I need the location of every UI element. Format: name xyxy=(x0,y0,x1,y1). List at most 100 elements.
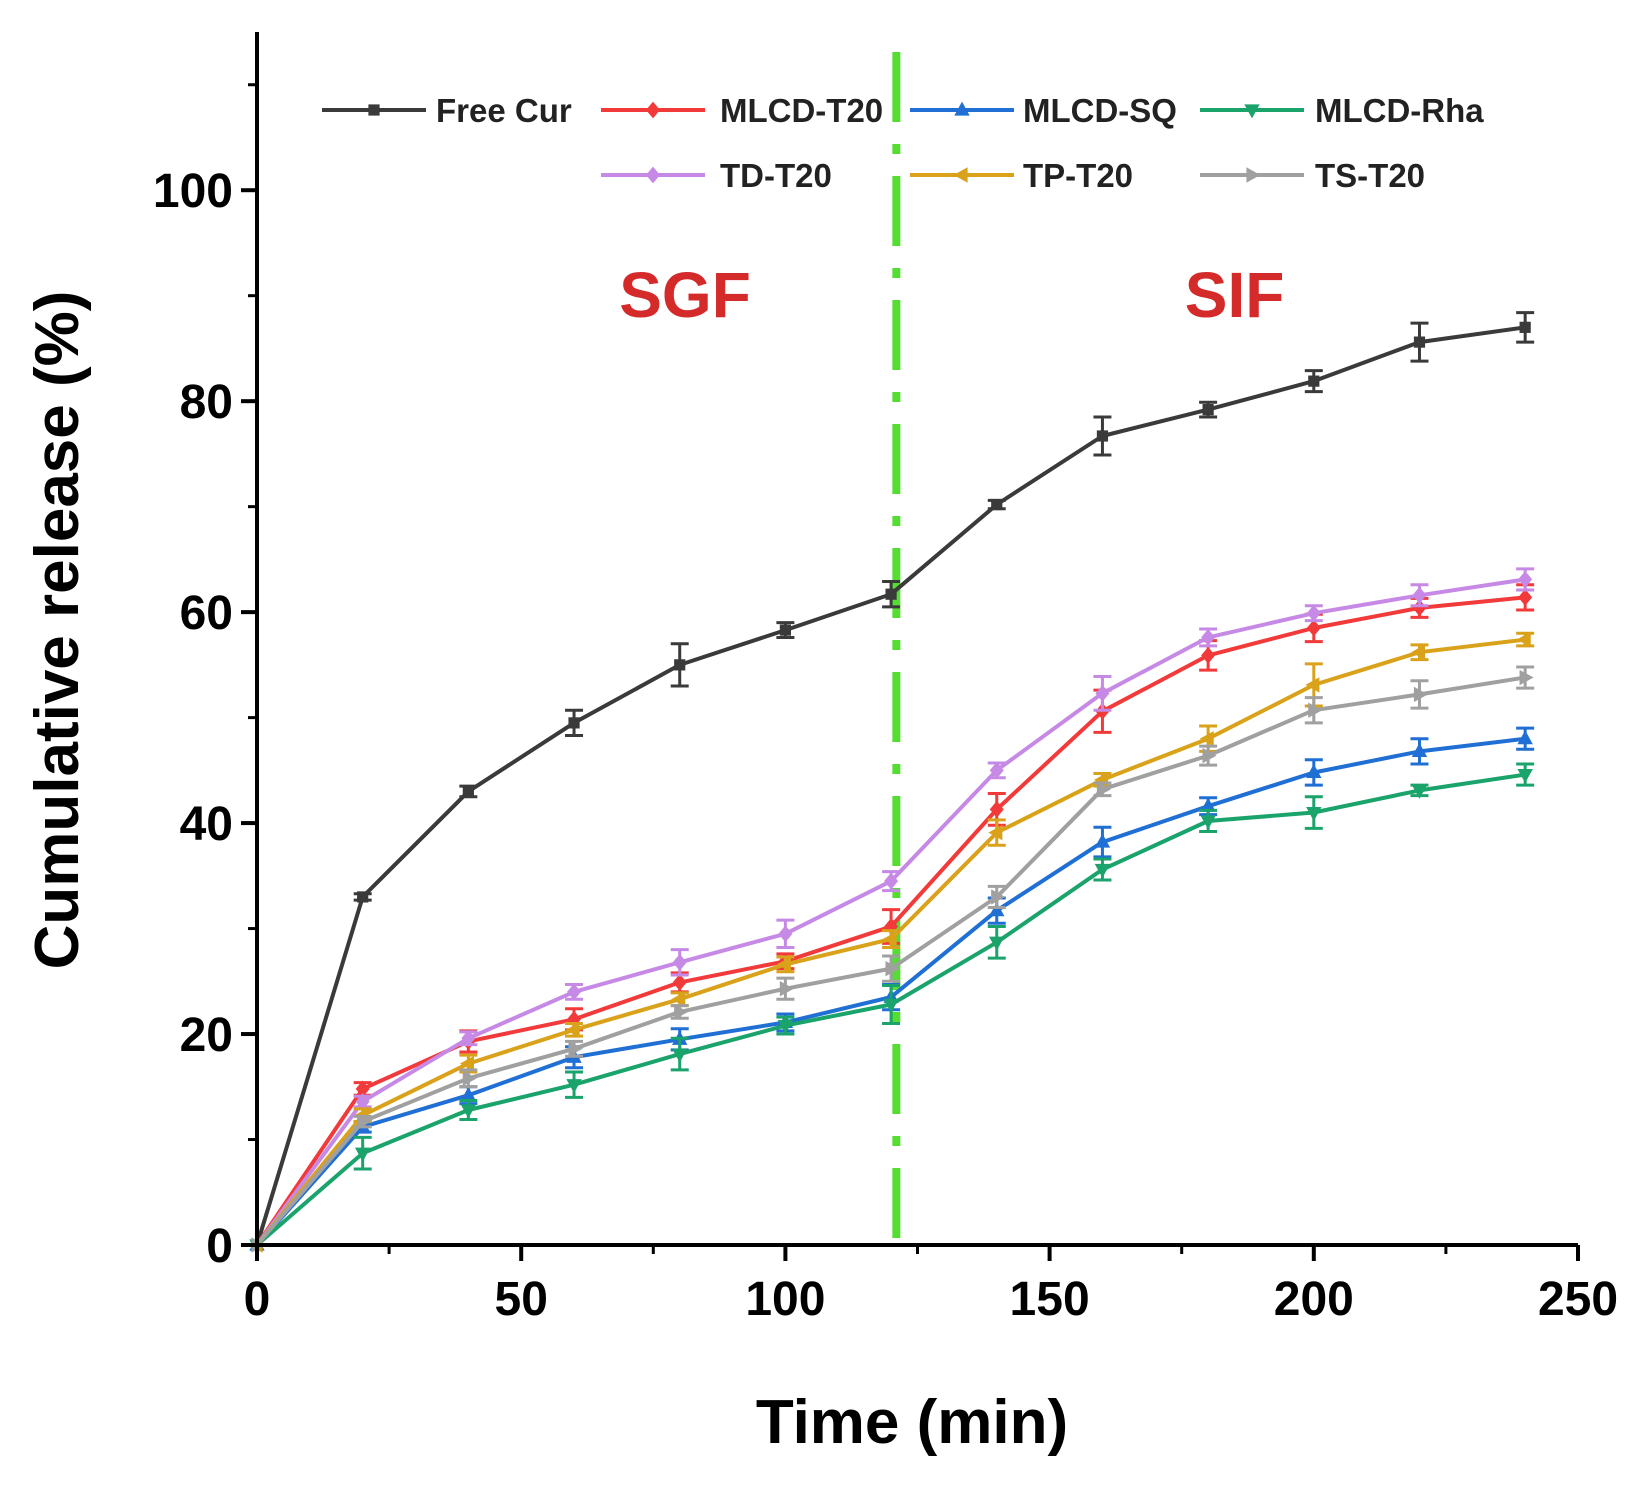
x-tick-label: 50 xyxy=(495,1273,548,1326)
legend-label: TD-T20 xyxy=(720,157,832,194)
data-point xyxy=(1412,586,1427,604)
data-point xyxy=(1516,631,1531,648)
data-point xyxy=(1094,833,1111,848)
legend-marker xyxy=(953,167,968,183)
legend-label: MLCD-SQ xyxy=(1023,92,1177,129)
annotation-sif: SIF xyxy=(1185,259,1285,331)
data-point xyxy=(1306,806,1322,821)
data-point xyxy=(1411,742,1428,757)
data-point xyxy=(1413,336,1426,348)
data-point xyxy=(357,1113,372,1130)
data-point xyxy=(462,1070,477,1087)
data-point xyxy=(354,1147,371,1162)
data-point xyxy=(777,1020,794,1035)
data-point xyxy=(568,717,580,729)
legend-label: Free Cur xyxy=(436,92,572,129)
x-tick-label: 200 xyxy=(1274,1273,1354,1326)
legend-item-mlcd-t20: MLCD-T20 xyxy=(601,92,883,129)
legend-item-free-cur: Free Cur xyxy=(322,92,572,129)
data-point xyxy=(882,931,897,947)
y-tick-label: 60 xyxy=(180,587,233,640)
y-axis-title: Cumulative release (%) xyxy=(23,291,92,970)
data-point xyxy=(884,872,899,890)
axes-layer: 0 50 100 150 200 250 0 20 40 60 80 100 xyxy=(153,32,1618,1326)
data-point xyxy=(883,998,899,1013)
data-point xyxy=(779,980,794,997)
data-point xyxy=(1519,669,1534,686)
data-point xyxy=(1096,430,1109,442)
data-point xyxy=(460,1104,477,1119)
x-tick-label: 0 xyxy=(244,1273,271,1326)
legend: Free Cur MLCD-T20 MLCD-SQ MLCD-Rha TD-T20 TP-… xyxy=(322,92,1484,194)
data-point xyxy=(1199,731,1214,747)
data-point xyxy=(989,902,1005,917)
data-point xyxy=(671,991,686,1007)
legend-item-ts-t20: TS-T20 xyxy=(1200,157,1425,194)
data-point xyxy=(989,761,1004,779)
series-mlcd-rha xyxy=(249,762,1535,1254)
legend-item-td-t20: TD-T20 xyxy=(601,157,832,194)
data-point xyxy=(1306,764,1322,779)
series-td-t20 xyxy=(250,567,1535,1254)
data-point xyxy=(1518,588,1533,606)
data-point xyxy=(1308,702,1323,718)
data-point xyxy=(461,1029,476,1047)
data-point xyxy=(460,1086,477,1101)
series-free-cur xyxy=(251,311,1535,1251)
data-point xyxy=(1518,571,1533,588)
data-point xyxy=(672,973,687,991)
y-tick-label: 40 xyxy=(180,798,233,851)
data-point xyxy=(566,1079,582,1094)
data-point xyxy=(568,1041,583,1057)
data-point xyxy=(988,824,1003,841)
data-point xyxy=(1201,629,1216,646)
data-point xyxy=(565,1022,580,1038)
legend-marker xyxy=(646,101,660,119)
data-point xyxy=(1095,684,1110,702)
data-point xyxy=(355,1093,370,1110)
data-point xyxy=(459,1055,474,1072)
legend-item-tp-t20: TP-T20 xyxy=(910,157,1133,194)
annotation-sgf: SGF xyxy=(619,259,751,331)
data-point xyxy=(672,953,687,971)
data-point xyxy=(991,889,1006,905)
legend-marker xyxy=(368,104,380,116)
series-layer xyxy=(248,311,1535,1254)
legend-marker xyxy=(1246,167,1261,183)
data-point xyxy=(1201,646,1216,664)
data-point xyxy=(1094,863,1111,878)
legend-label: TP-T20 xyxy=(1023,157,1133,194)
y-tick-label: 100 xyxy=(153,165,233,218)
y-tick-label: 0 xyxy=(206,1220,233,1273)
data-point xyxy=(885,960,900,977)
data-point xyxy=(357,891,369,903)
data-point xyxy=(1096,781,1111,798)
data-point xyxy=(1305,677,1320,693)
data-point xyxy=(672,1048,688,1063)
legend-item-mlcd-rha: MLCD-Rha xyxy=(1200,92,1484,129)
legend-marker xyxy=(1244,104,1260,119)
y-tick-label: 80 xyxy=(180,376,233,429)
data-point xyxy=(991,498,1003,511)
data-point xyxy=(1517,730,1533,745)
annotations-layer: SGF SIF xyxy=(619,259,1284,331)
legend-label: MLCD-T20 xyxy=(720,92,883,129)
legend-marker xyxy=(646,166,660,184)
x-tick-label: 100 xyxy=(745,1273,825,1326)
legend-item-mlcd-sq: MLCD-SQ xyxy=(910,92,1177,129)
data-point xyxy=(567,983,582,1001)
data-point xyxy=(462,785,474,798)
data-point xyxy=(989,800,1004,818)
x-tick-label: 250 xyxy=(1538,1273,1618,1326)
data-point xyxy=(885,588,897,600)
data-point xyxy=(674,659,686,671)
data-point xyxy=(1306,619,1321,637)
data-point xyxy=(1308,375,1320,387)
x-axis-title: Time (min) xyxy=(756,1388,1068,1457)
data-point xyxy=(1200,815,1216,830)
data-point xyxy=(1413,686,1428,703)
data-point xyxy=(1202,747,1217,764)
data-point xyxy=(1411,644,1426,660)
legend-marker xyxy=(954,101,970,116)
